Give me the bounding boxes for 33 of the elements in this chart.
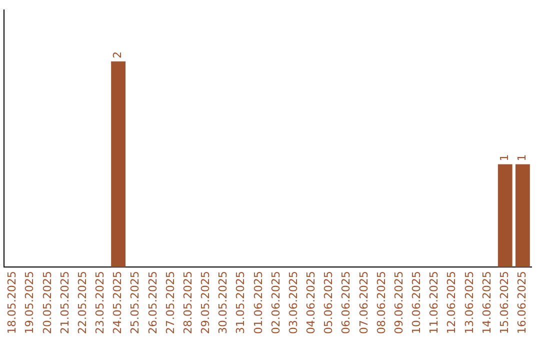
x-tick-label: 20.05.2025 [40, 271, 54, 334]
x-tick-label: 10.06.2025 [410, 271, 424, 334]
x-tick-label: 19.05.2025 [23, 271, 36, 334]
x-tick-label: 11.06.2025 [428, 271, 441, 334]
x-tick-label: 05.06.2025 [322, 271, 336, 334]
x-tick-label: 15.06.2025 [498, 271, 511, 334]
x-tick-label: 22.05.2025 [76, 271, 89, 334]
x-tick-label: 30.05.2025 [216, 271, 230, 334]
x-tick-label: 25.05.2025 [128, 271, 142, 334]
x-tick-label: 29.05.2025 [199, 271, 212, 334]
x-tick-label: 18.05.2025 [6, 271, 19, 334]
x-tick-label: 27.05.2025 [164, 271, 177, 334]
x-tick-label: 04.06.2025 [304, 271, 318, 334]
x-tick-label: 01.06.2025 [252, 271, 265, 334]
x-tick-label: 07.06.2025 [357, 271, 370, 334]
x-tick-label: 26.05.2025 [146, 271, 160, 334]
data-label: 2 [111, 51, 124, 58]
x-tick-label: 03.06.2025 [286, 271, 300, 334]
x-tick-label: 02.06.2025 [269, 271, 282, 334]
x-tick-label: 14.06.2025 [480, 271, 494, 334]
x-tick-label: 21.05.2025 [58, 271, 72, 334]
data-label: 1 [498, 154, 511, 162]
x-tick-label: 31.05.2025 [234, 271, 248, 334]
x-tick-label: 08.06.2025 [374, 271, 388, 334]
x-tick-label: 24.05.2025 [111, 271, 124, 334]
x-tick-label: 13.06.2025 [462, 271, 476, 334]
x-tick-label: 12.06.2025 [445, 271, 458, 334]
data-label: 1 [516, 154, 529, 162]
x-tick-label: 09.06.2025 [392, 271, 406, 334]
x-tick-label: 16.06.2025 [516, 271, 529, 334]
x-tick-label: 06.06.2025 [340, 271, 353, 334]
x-tick-label: 23.05.2025 [94, 271, 107, 334]
x-tick-label: 28.05.2025 [181, 271, 194, 334]
